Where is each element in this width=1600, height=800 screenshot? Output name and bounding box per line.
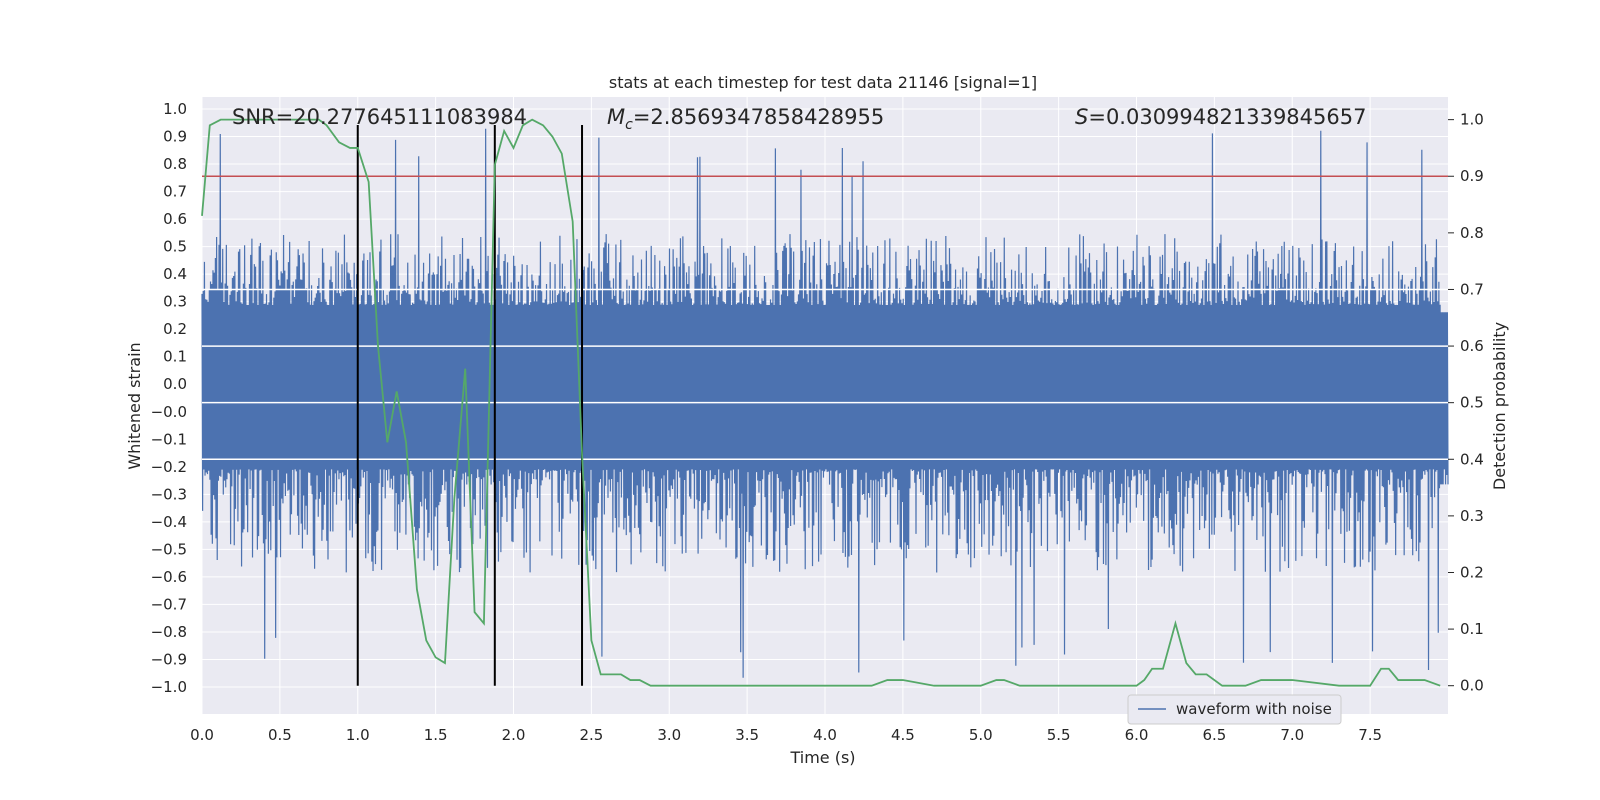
y-left-tick-label: −0.9 (151, 650, 187, 668)
mc-subscript: c (625, 117, 633, 133)
y-right-tick-label: 0.9 (1460, 167, 1484, 185)
legend-box (1127, 694, 1342, 725)
x-tick-labels: 0.0 0.5 1.0 1.5 2.0 2.5 3.0 3.5 4.0 4.5 5.0 5.5 6.0 6… (190, 726, 1382, 744)
y-left-tick-label: 0.2 (163, 320, 187, 338)
y-right-tick-label: 0.6 (1460, 337, 1484, 355)
probability-line (201, 118, 1441, 687)
s-annotation: S=0.030994821339845657 (1075, 105, 1366, 129)
x-tick-label: 6.0 (1125, 726, 1149, 744)
x-tick-label: 6.5 (1202, 726, 1226, 744)
x-tick-label: 4.0 (813, 726, 837, 744)
y-left-tick-label: 0.9 (163, 128, 187, 146)
x-tick-label: 5.5 (1047, 726, 1071, 744)
y-left-tick-label: 0.4 (163, 265, 187, 283)
y-right-tick-label: 1.0 (1460, 111, 1484, 129)
s-value: =0.030994821339845657 (1088, 105, 1366, 129)
y-left-tick-label: −0.4 (151, 513, 187, 531)
y-left-tick-label: 0.0 (163, 375, 187, 393)
mc-value: =2.8569347858428955 (633, 105, 884, 129)
vertical-markers (356, 125, 584, 686)
y-left-axis-label: Whitened strain (125, 342, 144, 469)
snr-annotation: SNR=20.277645111083984 (232, 105, 527, 129)
y-left-tick-label: 0.6 (163, 210, 187, 228)
x-tick-label: 7.0 (1280, 726, 1304, 744)
x-tick-label: 3.0 (657, 726, 681, 744)
y-left-tick-label: 1.0 (163, 100, 187, 118)
x-tick-label: 0.5 (268, 726, 292, 744)
y-right-axis-label: Detection probability (1490, 322, 1509, 490)
y-right-tick-label: 0.7 (1460, 280, 1484, 298)
s-symbol: S (1075, 105, 1088, 129)
x-tick-label: 3.5 (735, 726, 759, 744)
x-tick-label: 4.5 (891, 726, 915, 744)
y-left-tick-label: −0.1 (151, 430, 187, 448)
x-tick-label: 2.5 (579, 726, 603, 744)
waveform-series (201, 128, 1449, 678)
y-left-tick-label: 0.7 (163, 183, 187, 201)
y-right-tick-label: 0.8 (1460, 224, 1484, 242)
y-right-tick-label: 0.0 (1460, 677, 1484, 695)
y-left-tick-label: −0.2 (151, 458, 187, 476)
chart-title: stats at each timestep for test data 211… (609, 73, 1037, 92)
chirp-mass-annotation: Mc=2.8569347858428955 (607, 105, 884, 133)
y-right-tick-labels: 1.0 0.9 0.8 0.7 0.6 0.5 0.4 0.3 0.2 0.1 0.0 (1448, 111, 1484, 695)
y-right-tick-label: 0.2 (1460, 563, 1484, 581)
y-left-tick-labels: 1.0 0.9 0.8 0.7 0.6 0.5 0.4 0.3 0.2 0.1 0.0 −0.0 −0.… (151, 100, 187, 696)
white-band-lines (202, 288, 1448, 461)
x-axis-label: Time (s) (789, 748, 855, 767)
legend: waveform with noise (1127, 694, 1342, 725)
detection-probability-series (201, 118, 1441, 687)
y-right-tick-label: 0.3 (1460, 507, 1484, 525)
waveform-line (201, 128, 1449, 678)
y-left-tick-label: −0.3 (151, 485, 187, 503)
legend-label: waveform with noise (1176, 700, 1332, 718)
y-left-tick-label: 0.5 (163, 238, 187, 256)
x-tick-label: 1.5 (424, 726, 448, 744)
x-tick-label: 1.0 (346, 726, 370, 744)
x-tick-label: 5.0 (969, 726, 993, 744)
y-left-tick-label: −0.6 (151, 568, 187, 586)
x-tick-label: 7.5 (1358, 726, 1382, 744)
x-tick-label: 2.0 (502, 726, 526, 744)
y-left-tick-label: −0.5 (151, 540, 187, 558)
y-left-tick-label: −0.7 (151, 595, 187, 613)
y-right-tick-label: 0.5 (1460, 394, 1484, 412)
y-left-tick-label: 0.1 (163, 348, 187, 366)
y-left-tick-label: 0.8 (163, 155, 187, 173)
y-left-tick-label: −0.8 (151, 623, 187, 641)
x-tick-label: 0.0 (190, 726, 214, 744)
mc-symbol: M (607, 105, 625, 129)
y-left-tick-label: −1.0 (151, 678, 187, 696)
y-left-tick-label: 0.3 (163, 293, 187, 311)
y-left-tick-label: −0.0 (151, 403, 187, 421)
y-right-tick-label: 0.4 (1460, 450, 1484, 468)
y-right-tick-label: 0.1 (1460, 620, 1484, 638)
